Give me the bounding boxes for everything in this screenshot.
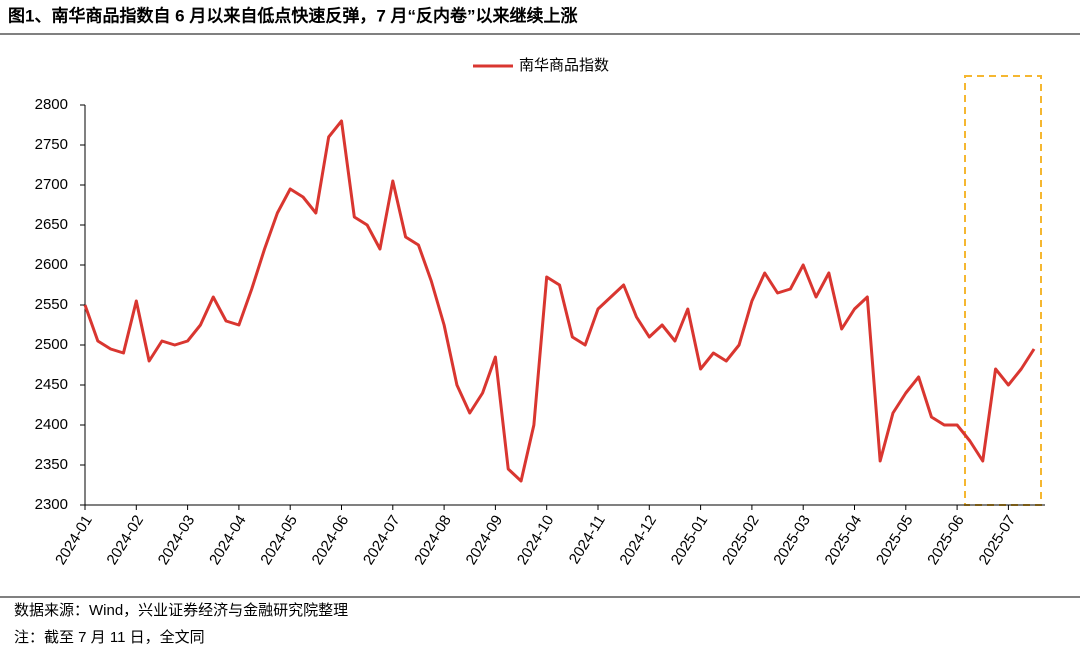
x-tick-label: 2025-03	[770, 512, 814, 568]
x-tick-label: 2024-11	[566, 512, 609, 567]
highlight-box	[964, 75, 1042, 506]
x-tick-label: 2024-03	[155, 512, 199, 568]
y-tick-label: 2500	[35, 336, 68, 353]
y-tick-label: 2450	[35, 376, 68, 393]
y-tick-label: 2300	[35, 496, 68, 513]
y-tick-label: 2750	[35, 136, 68, 153]
y-tick-label: 2350	[35, 456, 68, 473]
y-tick-label: 2600	[35, 256, 68, 273]
y-tick-label: 2800	[35, 96, 68, 113]
line-series	[83, 119, 1036, 483]
x-tick-label: 2025-02	[719, 512, 763, 568]
y-tick-label: 2700	[35, 176, 68, 193]
note: 注：截至 7 月 11 日，全文同	[14, 628, 205, 646]
x-tick-label: 2024-06	[309, 512, 353, 568]
source: 数据来源：Wind，兴业证券经济与金融研究院整理	[14, 601, 348, 619]
x-tick-label: 2025-04	[822, 512, 866, 568]
x-tick-label: 2024-05	[257, 512, 301, 568]
x-tick-label: 2024-12	[616, 512, 660, 568]
x-tick-label: 2025-05	[873, 512, 917, 568]
x-tick-label: 2025-06	[924, 512, 968, 568]
x-tick-label: 2024-09	[463, 512, 507, 568]
y-tick-label: 2400	[35, 416, 68, 433]
x-tick-label: 2025-07	[976, 512, 1020, 568]
y-tick-label: 2550	[35, 296, 68, 313]
x-tick-label: 2024-07	[360, 512, 404, 568]
x-tick-label: 2024-02	[103, 512, 147, 568]
y-tick-label: 2650	[35, 216, 68, 233]
x-tick-label: 2024-08	[411, 512, 455, 568]
chart-title: 图1、南华商品指数自 6 月以来自低点快速反弹，7 月“反内卷”以来继续上涨	[8, 5, 578, 25]
x-tick-label: 2024-10	[514, 512, 558, 568]
x-tick-label: 2024-04	[206, 512, 250, 568]
legend-label: 南华商品指数	[519, 57, 609, 74]
x-tick-label: 2024-01	[52, 512, 96, 568]
x-tick-label: 2025-01	[668, 512, 712, 568]
